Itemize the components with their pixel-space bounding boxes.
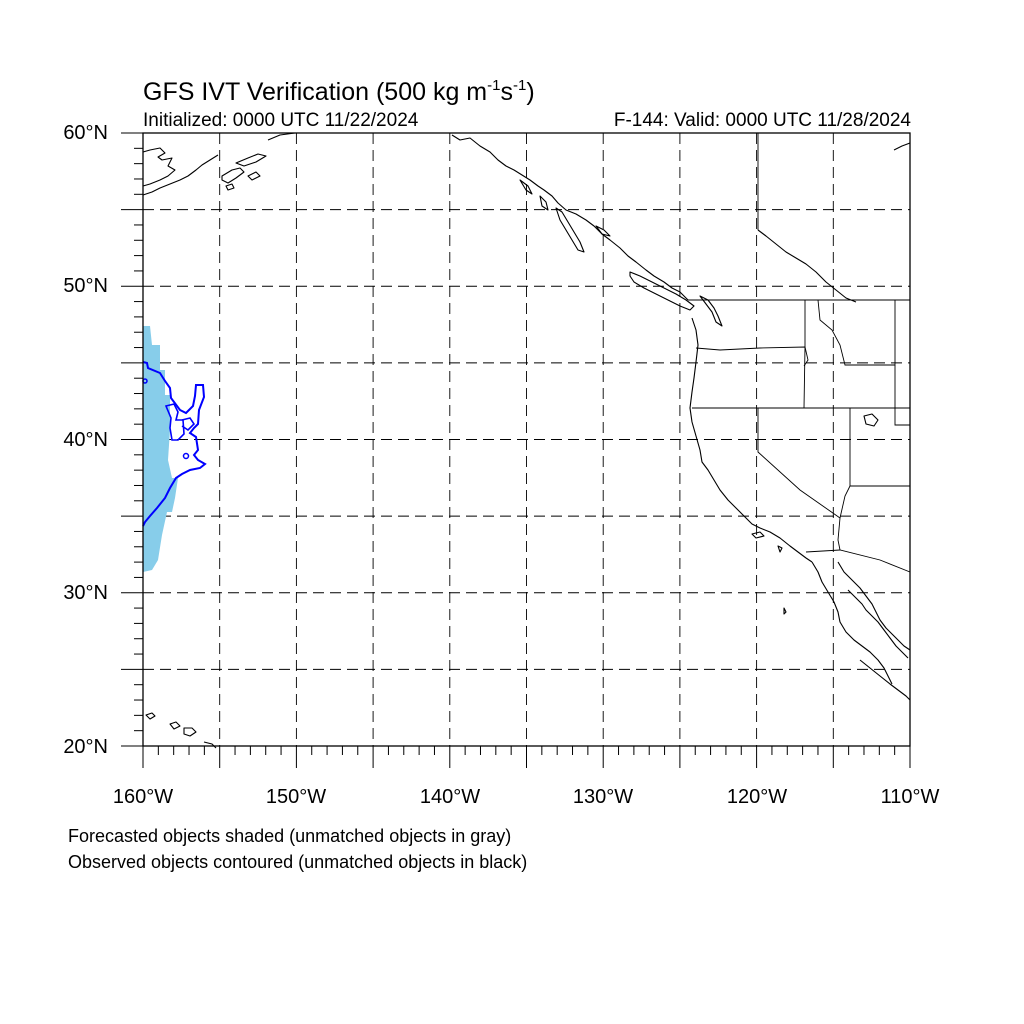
gridlines (143, 133, 910, 746)
coastline-alaska-west (142, 147, 176, 187)
coastlines (142, 132, 911, 749)
legend-note-forecast: Forecasted objects shaded (unmatched obj… (68, 826, 512, 846)
border-nv-az (839, 485, 851, 519)
forecast-ivt-object (143, 326, 178, 572)
coastline-baja-west (811, 561, 893, 685)
observed-ivt-contour-dot (182, 452, 190, 460)
coastline-guadalupe (783, 607, 787, 615)
valid-label: F-144: Valid: 0000 UTC 11/28/2024 (613, 110, 911, 131)
coastline-puget-sound (699, 295, 723, 327)
coastline-gulf-of-california (847, 589, 909, 659)
coastline-islands (235, 153, 267, 167)
lon-label-140w: 140°W (419, 786, 481, 808)
map-frame (142, 132, 911, 747)
legend-note-observed: Observed objects contoured (unmatched ob… (68, 852, 528, 872)
lon-label-120w: 120°W (726, 786, 788, 808)
coastline-islands-2 (225, 183, 235, 191)
lon-label-110w: 110°W (880, 786, 940, 808)
coastline-alaska-peninsula (142, 154, 219, 196)
initialized-label: Initialized: 0000 UTC 11/22/2024 (143, 110, 419, 131)
border-wyoming (894, 365, 910, 426)
border-ca-az (837, 517, 841, 551)
border-ca-nv (757, 408, 841, 519)
lat-label-30: 30°N (63, 582, 108, 604)
lat-label-60: 60°N (63, 122, 108, 144)
chart-title: GFS IVT Verification (500 kg m-1s-1) (143, 77, 535, 106)
coastline-us-west (689, 317, 813, 563)
lat-label-50: 50°N (63, 275, 108, 297)
observed-ivt-contour-inner (164, 403, 185, 441)
border-wa-or (695, 346, 809, 367)
coastline-hawaii-kauai (145, 712, 156, 720)
lon-label-150w: 150°W (265, 786, 327, 808)
border-idaho (803, 300, 806, 409)
coastline-mexico-mainland (859, 659, 911, 701)
coastline-channel-islands (751, 531, 783, 553)
lon-label-130w: 130°W (572, 786, 634, 808)
coastline-hawaii-oahu (169, 721, 181, 730)
border-us-mexico (805, 549, 911, 573)
coastline-hawaii-big (203, 741, 217, 749)
coastline-sea-islands (519, 179, 611, 237)
coastline-haida-gwaii (555, 207, 585, 253)
coastline-baja-east (837, 561, 911, 651)
coastline-kodiak (221, 167, 245, 184)
coast-hudson (893, 142, 911, 151)
observed-ivt-contour (142, 361, 207, 527)
border-utah-az (849, 408, 910, 487)
lon-label-160w: 160°W (112, 786, 174, 808)
observed-ivt-contour-piece (181, 417, 196, 432)
coastline-gulf-of-alaska (267, 132, 305, 141)
axis-ticks (121, 132, 911, 768)
coastline-vancouver-island (629, 271, 695, 311)
coastline-islands-3 (247, 171, 261, 181)
political-boundaries (688, 133, 911, 573)
coastline-hawaii-maui (183, 727, 197, 737)
coastline-southeast-alaska (451, 134, 689, 301)
lake-great-salt (863, 413, 879, 427)
lat-label-20: 20°N (63, 736, 108, 758)
river-canada (757, 229, 857, 303)
lat-label-40: 40°N (63, 429, 108, 451)
border-montana (817, 299, 896, 366)
